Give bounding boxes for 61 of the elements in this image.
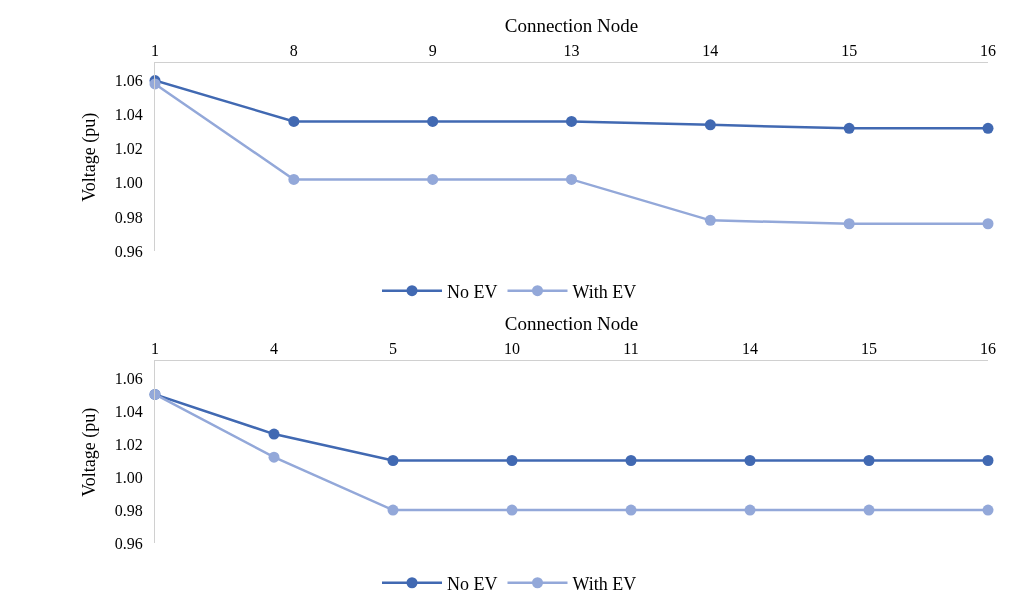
- x-tick-label: 4: [270, 340, 278, 357]
- point: [843, 218, 855, 230]
- y-tick-label: 1.06: [114, 72, 143, 90]
- point: [566, 173, 577, 185]
- x-tick-label: 14: [742, 340, 758, 357]
- x-tick-label: 11: [623, 340, 639, 357]
- x-tick-label: 5: [389, 340, 397, 357]
- y-tick-label: 0.98: [114, 501, 143, 519]
- y-tick-label: 1.06: [114, 369, 143, 387]
- x-tick-label: 1: [151, 340, 159, 357]
- point: [288, 115, 300, 127]
- point: [744, 504, 756, 516]
- x-tick-label: 15: [841, 42, 858, 60]
- y-tick-label: 1.04: [114, 106, 143, 124]
- y-tick-label: 1.02: [114, 140, 143, 158]
- point: [863, 504, 875, 516]
- y-tick-label: 1.00: [114, 174, 143, 192]
- point: [427, 115, 439, 127]
- y-axis-title: Voltage (pu): [79, 407, 100, 497]
- y-tick-label: 0.96: [114, 534, 143, 552]
- x-tick-label: 8: [289, 42, 298, 60]
- point: [268, 451, 280, 463]
- legend-label: With EV: [572, 281, 637, 302]
- point: [387, 455, 399, 466]
- x-tick-label: 16: [980, 42, 996, 60]
- point: [982, 122, 994, 134]
- legend-label: With EV: [572, 573, 637, 594]
- x-tick-label: 9: [428, 42, 437, 60]
- point: [982, 504, 994, 516]
- x-tick-label: 10: [504, 340, 520, 357]
- point: [566, 115, 577, 127]
- y-tick-label: 1.04: [114, 402, 143, 420]
- y-tick-label: 0.98: [114, 208, 143, 226]
- point: [843, 122, 855, 134]
- x-tick-label: 13: [563, 42, 580, 60]
- point: [982, 218, 994, 230]
- point: [863, 455, 875, 466]
- x-axis-title: Connection Node: [504, 14, 639, 36]
- legend-label: No EV: [447, 573, 498, 594]
- point: [704, 119, 716, 131]
- point: [704, 214, 716, 226]
- point: [288, 173, 300, 185]
- x-axis-title: Connection Node: [504, 312, 639, 334]
- point: [387, 504, 399, 516]
- x-tick-label: 1: [151, 42, 159, 60]
- point: [744, 455, 756, 466]
- x-tick-label: 15: [861, 340, 877, 357]
- point: [625, 504, 637, 516]
- point: [625, 455, 637, 466]
- y-tick-label: 1.00: [114, 468, 143, 486]
- x-tick-label: 14: [702, 42, 719, 60]
- y-axis-title: Voltage (pu): [79, 112, 100, 202]
- point: [268, 428, 280, 440]
- point: [506, 504, 518, 516]
- point: [427, 173, 439, 185]
- point: [982, 455, 994, 466]
- x-tick-label: 16: [980, 340, 996, 357]
- y-tick-label: 0.96: [114, 242, 143, 260]
- legend-label: No EV: [447, 281, 498, 302]
- point: [506, 455, 518, 466]
- y-tick-label: 1.02: [114, 435, 143, 453]
